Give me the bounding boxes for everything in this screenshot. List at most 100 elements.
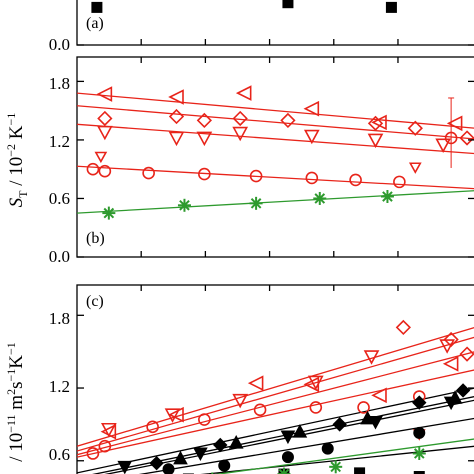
- series-1-point-0: [97, 110, 113, 127]
- series-2-point-4: [371, 387, 387, 404]
- series-10-point-4-d2: [413, 448, 425, 459]
- series-3-point-0: [94, 151, 108, 164]
- series-2-point-2: [196, 131, 213, 147]
- panel-a-label: (a): [86, 15, 104, 32]
- series-2-point-5: [367, 133, 384, 149]
- series-6-point-1-d2: [179, 199, 190, 211]
- series-6-point-4-d2: [382, 191, 393, 202]
- series-8-point-3: [281, 451, 294, 464]
- series-2-point-1: [168, 131, 185, 147]
- panel-c-marks: [77, 319, 474, 474]
- series-2-fit-line: [77, 123, 474, 155]
- series-7-point-0: [117, 460, 133, 474]
- series-3-point-6: [357, 401, 370, 414]
- series-2-point-0: [100, 423, 117, 440]
- series-3-point-0: [86, 447, 100, 460]
- panel-c: (c) 0.6 1.2 1.8 / 10−11 m2s−1K−1: [4, 284, 474, 474]
- series-0-point-2: [235, 85, 252, 101]
- series-0-fit-line: [77, 327, 474, 447]
- series-5-point-0: [149, 455, 164, 471]
- series-1-point-2: [232, 393, 249, 409]
- series-3-point-1: [408, 162, 422, 174]
- panel-a-frame: [76, 0, 474, 46]
- panel-b-ylabel: ST / 10−2 K−1: [4, 113, 30, 208]
- series-1-point-1: [168, 108, 185, 125]
- series-0-point-0: [96, 86, 113, 102]
- series-1-point-4: [280, 112, 296, 129]
- series-1-point-6: [407, 120, 423, 136]
- series-7-point-2: [280, 430, 296, 445]
- panel-c-label: (c): [86, 293, 104, 310]
- series-4-point-1: [98, 164, 112, 178]
- series-10-fit-line: [214, 438, 474, 474]
- series-5-point-4: [455, 383, 471, 398]
- panel-c-ytick-1: 1.2: [49, 377, 70, 396]
- series-1-point-3: [232, 110, 248, 127]
- series-5-point-3: [412, 395, 427, 410]
- series-1-point-7: [459, 130, 474, 146]
- series-1-point-2: [196, 112, 212, 129]
- series-6-point-1: [228, 435, 244, 449]
- panel-c-ytick-2: 1.8: [49, 309, 70, 328]
- panel-plot-area: [91, 0, 397, 13]
- series-0-point-0: [395, 319, 411, 336]
- series-5-point-2: [332, 417, 347, 432]
- series-2-point-3: [303, 376, 320, 393]
- series-3-point-5: [309, 401, 323, 414]
- panel-c-ylabel: / 10−11 m2s−1K−1: [4, 342, 27, 462]
- series-10-point-2-d2: [282, 468, 290, 474]
- series-7-fit-line: [104, 399, 474, 474]
- panel-b-ytick-2: 1.2: [49, 132, 70, 151]
- series-4-point-3: [198, 167, 211, 181]
- series-0-point-1: [168, 89, 184, 105]
- series-2-fit-line: [77, 351, 474, 456]
- series-0-fit-line: [77, 92, 474, 129]
- series-8-point-4: [321, 442, 334, 455]
- series-10-point-3-d2: [330, 461, 342, 473]
- series-0-point-5: [446, 115, 463, 132]
- series-8-point-1: [162, 463, 175, 474]
- series-7-point-3: [368, 415, 383, 430]
- series-4-point-0: [86, 162, 100, 176]
- series-3-point-2: [146, 420, 159, 434]
- series-2-point-6: [435, 138, 452, 153]
- panel-b-ytick-0: 0.0: [49, 247, 70, 266]
- series-2-point-5: [442, 355, 459, 372]
- series-5-point-1: [213, 437, 228, 453]
- series-6-point-2: [292, 424, 308, 438]
- series-8-point-2: [218, 459, 231, 472]
- series-2-point-2: [247, 375, 264, 391]
- series-0-point-1: [282, 0, 294, 9]
- series-1-point-5: [367, 115, 384, 131]
- panel-b-marks: [77, 85, 474, 220]
- series-0-point-2: [459, 346, 474, 362]
- panel-plot-area: [77, 319, 474, 474]
- panel-c-frame: [76, 284, 474, 474]
- panel-c-ytick-0: 0.6: [49, 445, 70, 464]
- series-0-point-0: [91, 1, 103, 13]
- panel-b-ytick-1: 0.6: [49, 189, 70, 208]
- panel-b-ytick-3: 1.8: [49, 74, 70, 93]
- series-7-point-1: [193, 447, 208, 462]
- panel-b-frame: [76, 56, 474, 258]
- series-5-fit-line: [77, 387, 474, 474]
- series-7-point-4: [443, 396, 459, 411]
- series-4-point-2: [142, 166, 155, 180]
- series-1-fit-line: [77, 336, 474, 452]
- panel-b: (b) 0.0 0.6 1.2 1.8 ST / 10−2 K−1: [4, 56, 474, 266]
- series-6-point-0: [173, 450, 188, 465]
- series-8-point-5: [413, 426, 426, 439]
- series-9-point-3: [354, 467, 366, 474]
- series-1-point-5: [439, 339, 455, 354]
- series-2-point-4: [303, 129, 320, 145]
- series-9-point-4: [413, 471, 425, 474]
- series-6-fit-line: [92, 396, 474, 474]
- series-4-point-5: [305, 171, 319, 185]
- series-4-point-6: [349, 173, 362, 187]
- series-5-point-0: [444, 131, 458, 145]
- series-3-point-3: [198, 413, 211, 426]
- series-2-point-1: [168, 406, 184, 423]
- series-3-point-4: [253, 403, 267, 417]
- series-6-fit-line: [77, 190, 474, 214]
